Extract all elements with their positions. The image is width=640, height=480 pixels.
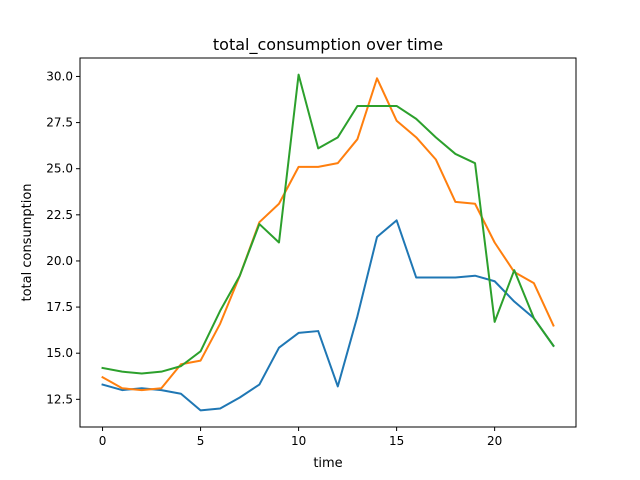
series-line-2 — [103, 78, 554, 390]
y-axis-label: total consumption — [20, 183, 35, 301]
x-tick-label: 10 — [291, 434, 306, 448]
y-tick-label: 12.5 — [46, 392, 73, 406]
y-tick-label: 25.0 — [46, 162, 73, 176]
y-tick-label: 17.5 — [46, 300, 73, 314]
x-tick-label: 15 — [389, 434, 404, 448]
y-tick-label: 20.0 — [46, 254, 73, 268]
x-tick-label: 0 — [99, 434, 107, 448]
x-tick-label: 20 — [487, 434, 502, 448]
series-layer — [103, 75, 554, 411]
y-tick-label: 27.5 — [46, 116, 73, 130]
y-tick-label: 15.0 — [46, 346, 73, 360]
y-tick-label: 30.0 — [46, 69, 73, 83]
x-tick-label: 5 — [197, 434, 205, 448]
chart-title: total_consumption over time — [213, 35, 443, 55]
ticks-layer: 0 5 10 15 20 12.5 15.0 17.5 20.0 22.5 25.0 27.5 30.0 — [46, 69, 502, 448]
y-tick-label: 22.5 — [46, 208, 73, 222]
x-axis-label: time — [313, 456, 342, 471]
